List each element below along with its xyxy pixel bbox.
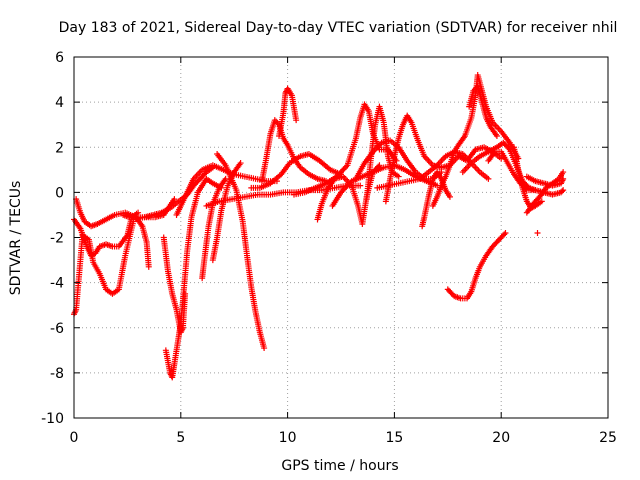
series-sat-af xyxy=(534,229,541,236)
y-tick-label: 0 xyxy=(55,185,64,201)
y-tick-label: 4 xyxy=(55,95,64,111)
series-sat-x xyxy=(466,83,500,139)
y-tick-label: -8 xyxy=(50,366,64,382)
series-sat-h xyxy=(199,175,229,282)
y-tick-label: -4 xyxy=(50,276,64,292)
series-sat-ad xyxy=(523,173,567,189)
series-sat-l xyxy=(258,117,330,185)
series-sat-f xyxy=(160,234,189,336)
axis-ticks: 0 5 10 15 20 25 -10 -8 -6 -4 -2 0 2 4 6 xyxy=(41,50,617,446)
chart-title: Day 183 of 2021, Sidereal Day-to-day VTE… xyxy=(59,20,618,36)
series-sat-i xyxy=(209,160,244,264)
series-sat-j xyxy=(214,151,268,352)
x-axis-label: GPS time / hours xyxy=(281,458,398,474)
series-sat-m xyxy=(248,151,344,191)
series-sat-t xyxy=(382,112,505,205)
series-sat-b xyxy=(73,196,152,270)
y-tick-label: 6 xyxy=(55,50,64,66)
y-tick-label: -6 xyxy=(50,321,64,337)
series-sat-n xyxy=(276,85,300,139)
y-tick-label: -2 xyxy=(50,231,64,247)
series-sat-ae xyxy=(532,187,567,198)
y-tick-label: 2 xyxy=(55,140,64,156)
x-tick-label: 25 xyxy=(599,430,617,446)
x-tick-label: 10 xyxy=(279,430,297,446)
x-tick-label: 0 xyxy=(70,430,79,446)
series-sat-y xyxy=(444,229,509,302)
y-axis-label: SDTVAR / TECUs xyxy=(8,181,24,296)
x-tick-label: 5 xyxy=(176,430,185,446)
x-tick-label: 15 xyxy=(385,430,403,446)
y-tick-label: -10 xyxy=(41,411,64,427)
data-points xyxy=(71,72,567,381)
x-tick-label: 20 xyxy=(492,430,510,446)
